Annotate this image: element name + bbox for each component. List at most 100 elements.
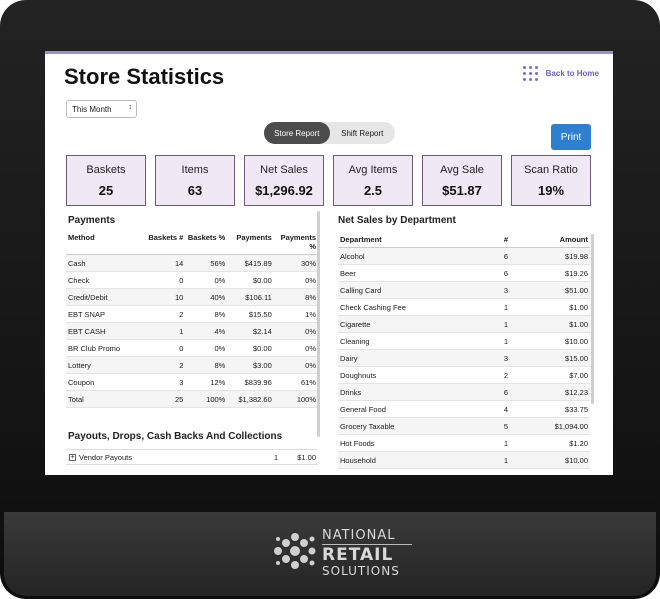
brand-line-1: NATIONAL bbox=[322, 528, 396, 543]
plus-box-icon[interactable]: + bbox=[69, 453, 76, 461]
metric-value: $1,296.92 bbox=[255, 183, 313, 198]
table-cell: 2 bbox=[141, 305, 186, 323]
col-header[interactable]: Payments bbox=[227, 230, 274, 255]
shift-report-tab[interactable]: Shift Report bbox=[341, 128, 384, 138]
table-row[interactable]: Drinks 6 $12.23 bbox=[338, 383, 590, 401]
metric-label: Baskets bbox=[86, 164, 126, 176]
table-cell: Cleaning bbox=[338, 332, 488, 350]
table-cell: 6 bbox=[488, 264, 510, 282]
dept-scrollbar[interactable] bbox=[591, 234, 594, 404]
payments-title: Payments bbox=[68, 215, 116, 226]
period-select[interactable]: This Month ↕ bbox=[66, 100, 137, 118]
table-cell: $0.00 bbox=[227, 271, 274, 289]
screen: Store Statistics Back to Home This Month… bbox=[45, 51, 613, 475]
payments-table: Method Baskets # Baskets % Payments Paym… bbox=[66, 230, 318, 408]
table-row[interactable]: General Food 4 $33.75 bbox=[338, 400, 590, 418]
table-row[interactable]: Cigarette 1 $1.00 bbox=[338, 315, 590, 333]
table-row[interactable]: Check Cashing Fee 1 $1.00 bbox=[338, 298, 590, 316]
table-cell: $1,094.00 bbox=[510, 417, 590, 435]
table-row[interactable]: Hot Foods 1 $1.20 bbox=[338, 434, 590, 452]
table-row[interactable]: Household 1 $10.00 bbox=[338, 451, 590, 469]
table-cell: 2 bbox=[488, 366, 510, 384]
table-row[interactable]: Total 25 100% $1,382.60 100% bbox=[66, 390, 318, 408]
metric-card-items: Items 63 bbox=[155, 155, 235, 206]
table-cell: 14 bbox=[141, 254, 186, 272]
report-toggle: Store Report Shift Report bbox=[264, 122, 395, 144]
table-row[interactable]: BR Club Promo 0 0% $0.00 0% bbox=[66, 339, 318, 357]
col-header[interactable]: Baskets % bbox=[185, 230, 228, 255]
table-cell: $1,382.60 bbox=[227, 390, 274, 408]
col-header[interactable]: Amount bbox=[510, 232, 590, 248]
table-row[interactable]: Beer 6 $19.26 bbox=[338, 264, 590, 282]
print-button[interactable]: Print bbox=[551, 124, 591, 150]
table-cell: $7.00 bbox=[510, 366, 590, 384]
table-cell: 30% bbox=[273, 254, 318, 272]
col-header[interactable]: Payments % bbox=[273, 230, 318, 255]
store-report-tab[interactable]: Store Report bbox=[264, 122, 330, 144]
metric-value: 25 bbox=[98, 183, 114, 198]
table-cell: $15.50 bbox=[227, 305, 274, 323]
table-cell: $19.26 bbox=[510, 264, 590, 282]
table-row[interactable]: EBT SNAP 2 8% $15.50 1% bbox=[66, 305, 318, 323]
col-header[interactable]: Department bbox=[338, 232, 488, 248]
metric-card-avg-items: Avg Items 2.5 bbox=[333, 155, 413, 206]
table-cell: $10.00 bbox=[510, 332, 590, 350]
dept-header-row: Department # Amount bbox=[338, 232, 590, 248]
chevron-updown-icon: ↕ bbox=[128, 104, 133, 111]
brand-wordmark: NATIONAL RETAIL SOLUTIONS bbox=[322, 529, 412, 577]
table-cell: 61% bbox=[273, 373, 318, 391]
table-cell: $839.96 bbox=[227, 373, 274, 391]
table-cell: Credit/Debit bbox=[66, 288, 142, 306]
table-cell: 25 bbox=[141, 390, 186, 408]
table-row[interactable]: EBT CASH 1 4% $2.14 0% bbox=[66, 322, 318, 340]
table-row[interactable]: Coupon 3 12% $839.96 61% bbox=[66, 373, 318, 391]
payments-scrollbar[interactable] bbox=[317, 211, 320, 437]
table-row[interactable]: Lottery 2 8% $3.00 0% bbox=[66, 356, 318, 374]
table-cell: General Food bbox=[338, 400, 488, 418]
table-cell: Grocery Taxable bbox=[338, 417, 488, 435]
table-row[interactable]: Doughnuts 2 $7.00 bbox=[338, 366, 590, 384]
table-cell: Cigarette bbox=[338, 315, 488, 333]
table-row[interactable]: Cash 14 56% $415.89 30% bbox=[66, 254, 318, 272]
table-row[interactable]: Dairy 3 $15.00 bbox=[338, 349, 590, 367]
table-cell: 10 bbox=[141, 288, 186, 306]
table-row[interactable]: Check 0 0% $0.00 0% bbox=[66, 271, 318, 289]
table-cell: 3 bbox=[488, 349, 510, 367]
col-header[interactable]: Method bbox=[66, 230, 142, 255]
payments-header-row: Method Baskets # Baskets % Payments Paym… bbox=[66, 230, 318, 255]
vendor-payouts-row[interactable]: + Vendor Payouts 1 $1.00 bbox=[66, 449, 318, 465]
metric-card-scan-ratio: Scan Ratio 19% bbox=[511, 155, 591, 206]
table-cell: 0% bbox=[273, 322, 318, 340]
table-cell: $2.14 bbox=[227, 322, 274, 340]
page-title: Store Statistics bbox=[64, 64, 225, 89]
table-cell: 0% bbox=[273, 339, 318, 357]
table-cell: $10.00 bbox=[510, 451, 590, 469]
table-cell: 6 bbox=[488, 383, 510, 401]
metric-label: Scan Ratio bbox=[524, 164, 578, 176]
table-row[interactable]: Credit/Debit 10 40% $106.11 8% bbox=[66, 288, 318, 306]
table-cell: Beer bbox=[338, 264, 488, 282]
table-row[interactable]: Calling Card 3 $51.00 bbox=[338, 281, 590, 299]
table-cell: 0% bbox=[273, 271, 318, 289]
table-row[interactable]: Cleaning 1 $10.00 bbox=[338, 332, 590, 350]
back-to-home-link[interactable]: Back to Home bbox=[522, 66, 599, 81]
table-cell: $15.00 bbox=[510, 349, 590, 367]
table-cell: $1.00 bbox=[510, 298, 590, 316]
table-cell: 1 bbox=[488, 332, 510, 350]
metric-label: Avg Items bbox=[348, 164, 398, 176]
table-cell: 8% bbox=[185, 305, 228, 323]
table-cell: 0 bbox=[141, 339, 186, 357]
col-header[interactable]: Baskets # bbox=[141, 230, 186, 255]
col-header[interactable]: # bbox=[488, 232, 510, 248]
brand-line-2: RETAIL bbox=[322, 545, 394, 565]
metric-value: 2.5 bbox=[363, 183, 383, 198]
table-row[interactable]: Alcohol 6 $19.98 bbox=[338, 247, 590, 265]
metric-label: Items bbox=[181, 164, 209, 176]
vendor-payouts-amount: $1.00 bbox=[297, 452, 316, 462]
table-cell: 40% bbox=[185, 288, 228, 306]
vendor-payouts-count: 1 bbox=[273, 452, 278, 462]
table-cell: EBT SNAP bbox=[66, 305, 142, 323]
table-row[interactable]: Grocery Taxable 5 $1,094.00 bbox=[338, 417, 590, 435]
table-cell: Dairy bbox=[338, 349, 488, 367]
